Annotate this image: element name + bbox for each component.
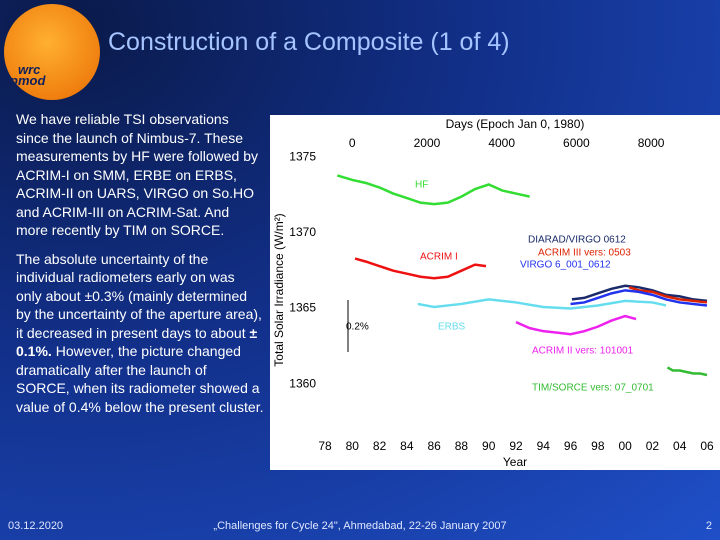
body-text: We have reliable TSI observations since … bbox=[16, 110, 264, 426]
x-tick-label: 00 bbox=[618, 439, 632, 453]
x-tick-label: 88 bbox=[455, 439, 469, 453]
y-axis-title: Total Solar Irradiance (W/m²) bbox=[272, 213, 286, 366]
x2-tick-label: 6000 bbox=[563, 136, 590, 150]
slide-title: Construction of a Composite (1 of 4) bbox=[108, 28, 510, 56]
series-line bbox=[570, 289, 708, 307]
x-tick-label: 90 bbox=[482, 439, 496, 453]
x-axis-title: Year bbox=[503, 455, 527, 469]
series-label: HF bbox=[415, 180, 428, 191]
x-tick-label: 06 bbox=[700, 439, 714, 453]
y-tick-label: 1375 bbox=[289, 149, 316, 163]
paragraph: We have reliable TSI observations since … bbox=[16, 111, 258, 238]
series-line bbox=[571, 284, 708, 303]
x2-tick-label: 0 bbox=[349, 136, 356, 150]
x2-axis-title: Days (Epoch Jan 0, 1980) bbox=[446, 117, 585, 131]
series-line bbox=[628, 286, 708, 304]
logo: wrc pmod bbox=[4, 4, 100, 100]
series-line bbox=[336, 174, 530, 206]
series-label: ERBS bbox=[438, 322, 466, 333]
x-tick-label: 94 bbox=[537, 439, 551, 453]
x-tick-label: 78 bbox=[318, 439, 332, 453]
series-label: DIARAD/VIRGO 0612 bbox=[528, 235, 626, 246]
text: However, the picture changed dramaticall… bbox=[16, 343, 264, 415]
series-line bbox=[666, 366, 708, 377]
text: The absolute uncertainty of the individu… bbox=[16, 250, 262, 341]
footer-date: 03.12.2020 bbox=[8, 520, 64, 532]
y-tick-label: 1365 bbox=[289, 301, 316, 315]
x-tick-label: 02 bbox=[646, 439, 660, 453]
x-tick-label: 04 bbox=[673, 439, 687, 453]
x-tick-label: 86 bbox=[427, 439, 441, 453]
chart: Days (Epoch Jan 0, 1980)0 2000 4000 6000 800… bbox=[270, 115, 720, 470]
x2-tick-label: 8000 bbox=[638, 136, 665, 150]
series-label: ACRIM III vers: 0503 bbox=[538, 248, 631, 259]
page-number: 2 bbox=[705, 520, 712, 532]
x2-tick-label: 2000 bbox=[414, 136, 441, 150]
footer-event: „Challenges for Cycle 24", Ahmedabad, 22… bbox=[213, 520, 507, 532]
series-line bbox=[354, 257, 487, 280]
y-tick-label: 1360 bbox=[289, 376, 316, 390]
x-tick-label: 92 bbox=[509, 439, 523, 453]
logo-text: wrc bbox=[18, 62, 41, 77]
series-label: TIM/SORCE vers: 07_0701 bbox=[532, 383, 654, 394]
bold-text: ± 0.1%. bbox=[16, 324, 258, 360]
logo-text: pmod bbox=[10, 73, 46, 88]
paragraph: The absolute uncertainty of the individu… bbox=[16, 250, 264, 417]
x-tick-label: 80 bbox=[346, 439, 360, 453]
series-line bbox=[417, 298, 667, 310]
x-tick-label: 98 bbox=[591, 439, 605, 453]
series-label: ACRIM II vers: 101001 bbox=[532, 346, 634, 357]
x2-tick-label: 4000 bbox=[488, 136, 515, 150]
x-tick-label: 82 bbox=[373, 439, 387, 453]
series-line bbox=[515, 314, 637, 336]
x-tick-label: 84 bbox=[400, 439, 414, 453]
x-tick-label: 96 bbox=[564, 439, 578, 453]
series-label: ACRIM I bbox=[420, 252, 458, 263]
series-label: VIRGO 6_001_0612 bbox=[520, 260, 611, 271]
y-tick-label: 1370 bbox=[289, 225, 316, 239]
annotation: 0.2% bbox=[346, 322, 369, 333]
